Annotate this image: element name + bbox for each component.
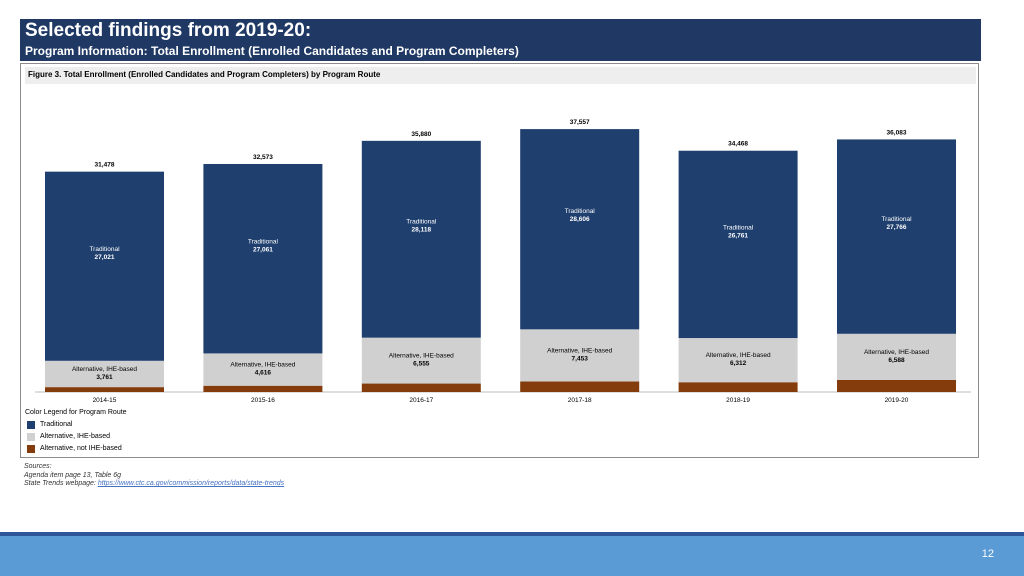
legend-label: Traditional bbox=[40, 421, 73, 428]
legend-swatch-alt-ihe bbox=[27, 433, 35, 441]
segment-label: Alternative, IHE-based bbox=[864, 349, 929, 356]
segment-label: Traditional bbox=[248, 239, 279, 246]
bar-segment-alternative-not-ihe-based bbox=[837, 379, 956, 392]
figure-title: Figure 3. Total Enrollment (Enrolled Can… bbox=[28, 70, 381, 79]
bar-segment-alternative-not-ihe-based bbox=[203, 385, 323, 392]
segment-value-label: 28,606 bbox=[570, 216, 590, 223]
segment-label: Traditional bbox=[565, 208, 596, 215]
segment-value-label: 4,616 bbox=[255, 370, 272, 377]
legend-title: Color Legend for Program Route bbox=[25, 409, 127, 416]
segment-label: Alternative, IHE-based bbox=[230, 362, 295, 369]
total-label: 37,557 bbox=[570, 119, 590, 126]
segment-label: Alternative, IHE-based bbox=[547, 347, 612, 354]
bar-segment-traditional bbox=[203, 163, 323, 354]
state-trends-link[interactable]: https://www.ctc.ca.gov/commission/report… bbox=[97, 480, 285, 487]
bar-segment-traditional bbox=[678, 150, 798, 339]
bar-segment-alternative-ihe-based bbox=[45, 360, 164, 388]
bar-segment-alternative-not-ihe-based bbox=[361, 383, 481, 392]
slide-footer: 12 bbox=[0, 536, 1024, 576]
segment-label: Alternative, IHE-based bbox=[389, 353, 454, 360]
bar-segment-alternative-ihe-based bbox=[361, 337, 481, 384]
figure-title-bar: Figure 3. Total Enrollment (Enrolled Can… bbox=[25, 67, 976, 84]
bar-segment-alternative-ihe-based bbox=[520, 329, 640, 382]
bar-segment-alternative-not-ihe-based bbox=[520, 381, 640, 392]
slide-title: Selected findings from 2019-20: bbox=[25, 20, 312, 41]
sources-block: Sources: Agenda item page 13, Table 6g S… bbox=[24, 463, 284, 489]
segment-value-label: 27,061 bbox=[253, 247, 273, 254]
total-label: 32,573 bbox=[253, 154, 273, 161]
segment-value-label: 7,453 bbox=[572, 355, 589, 362]
sources-line-1: Agenda item page 13, Table 6g bbox=[24, 471, 122, 479]
x-tick-label: 2014-15 bbox=[93, 397, 117, 404]
segment-value-label: 27,766 bbox=[887, 224, 907, 231]
total-label: 34,468 bbox=[728, 141, 748, 148]
sources-label: Sources: bbox=[24, 463, 52, 470]
bar-segment-alternative-ihe-based bbox=[203, 353, 323, 386]
segment-label: Traditional bbox=[881, 216, 912, 223]
segment-label: Traditional bbox=[89, 246, 120, 253]
legend-label: Alternative, not IHE-based bbox=[40, 445, 122, 452]
segment-value-label: 6,312 bbox=[730, 360, 747, 367]
x-tick-label: 2019-20 bbox=[885, 397, 909, 404]
legend-swatch-traditional bbox=[27, 421, 35, 429]
sources-line-2: State Trends webpage: https://www.ctc.ca… bbox=[24, 480, 284, 489]
figure-frame: Figure 3. Total Enrollment (Enrolled Can… bbox=[20, 63, 979, 458]
bar-segment-traditional bbox=[361, 140, 481, 338]
bar-segment-alternative-not-ihe-based bbox=[45, 387, 164, 392]
sources-line-2-prefix: State Trends webpage: bbox=[24, 480, 98, 487]
segment-value-label: 6,588 bbox=[888, 357, 905, 364]
bar-segment-traditional bbox=[45, 171, 164, 361]
segment-label: Traditional bbox=[406, 219, 437, 226]
bar-segment-traditional bbox=[837, 139, 956, 334]
slide-header: Selected findings from 2019-20: Program … bbox=[20, 19, 981, 61]
bar-segment-alternative-not-ihe-based bbox=[678, 382, 798, 392]
x-tick-label: 2018-19 bbox=[726, 397, 750, 404]
legend-label: Alternative, IHE-based bbox=[40, 433, 111, 440]
segment-value-label: 6,555 bbox=[413, 361, 430, 368]
x-tick-label: 2016-17 bbox=[409, 397, 433, 404]
bar-segment-alternative-ihe-based bbox=[678, 338, 798, 383]
bar-segment-traditional bbox=[520, 129, 640, 330]
page-number: 12 bbox=[981, 548, 994, 560]
segment-value-label: 3,761 bbox=[96, 374, 113, 381]
enrollment-chart: Alternative, IHE-based3,761Traditional27… bbox=[35, 119, 971, 404]
legend-swatch-alt-not-ihe bbox=[27, 445, 35, 453]
x-tick-label: 2017-18 bbox=[568, 397, 592, 404]
segment-label: Alternative, IHE-based bbox=[706, 352, 771, 359]
footer-divider bbox=[0, 532, 1024, 536]
total-label: 35,880 bbox=[411, 131, 431, 138]
segment-value-label: 28,118 bbox=[412, 227, 432, 234]
segment-label: Traditional bbox=[723, 224, 754, 231]
total-label: 36,083 bbox=[887, 129, 907, 136]
slide-subtitle: Program Information: Total Enrollment (E… bbox=[25, 44, 519, 58]
total-label: 31,478 bbox=[95, 162, 115, 169]
bar-segment-alternative-ihe-based bbox=[837, 333, 956, 380]
segment-label: Alternative, IHE-based bbox=[72, 366, 137, 373]
segment-value-label: 26,761 bbox=[728, 232, 748, 239]
x-tick-label: 2015-16 bbox=[251, 397, 275, 404]
segment-value-label: 27,021 bbox=[95, 254, 115, 261]
